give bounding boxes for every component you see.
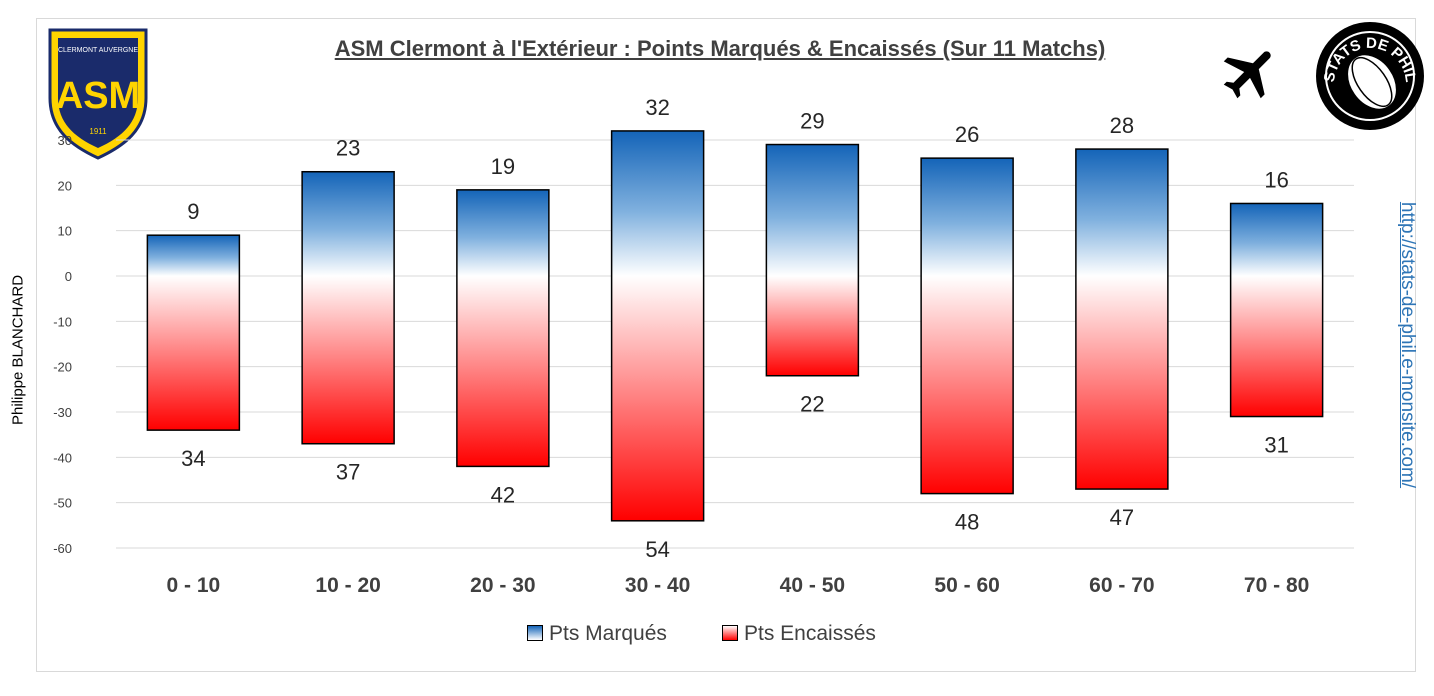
data-label-encaisses: 31 bbox=[1264, 433, 1288, 458]
y-tick-label: -30 bbox=[53, 405, 72, 420]
author-name: Philippe BLANCHARD bbox=[9, 274, 27, 426]
bar-outline bbox=[1075, 148, 1169, 490]
y-tick-label: -20 bbox=[53, 360, 72, 375]
asm-logo-top-text: CLERMONT AUVERGNE bbox=[58, 47, 138, 54]
y-tick-label: 30 bbox=[58, 133, 72, 148]
y-tick-label: -10 bbox=[53, 314, 72, 329]
chart-title: ASM Clermont à l'Extérieur : Points Marq… bbox=[334, 36, 1106, 61]
x-tick-label: 70 - 80 bbox=[1244, 574, 1309, 597]
bar-outline bbox=[765, 143, 860, 377]
bar-outline bbox=[301, 170, 395, 445]
data-label-encaisses: 48 bbox=[955, 510, 979, 535]
bar-marques bbox=[1230, 203, 1323, 276]
bar-encaisses bbox=[766, 276, 859, 376]
legend-item-marques: Pts Marqués bbox=[527, 622, 667, 646]
stats-de-phil-logo: STATS DE PHIL bbox=[1314, 20, 1426, 137]
legend-label-encaisses: Pts Encaissés bbox=[744, 622, 876, 645]
data-label-marques: 29 bbox=[800, 109, 824, 134]
bar-outline bbox=[146, 234, 241, 431]
x-tick-label: 20 - 30 bbox=[470, 574, 535, 597]
bar-marques bbox=[921, 158, 1014, 276]
legend-swatch-encaisses bbox=[722, 624, 738, 641]
bar-encaisses bbox=[611, 276, 704, 521]
data-label-marques: 32 bbox=[645, 95, 669, 120]
bar-marques bbox=[1075, 149, 1168, 276]
data-label-encaisses: 54 bbox=[645, 537, 669, 562]
y-tick-label: -60 bbox=[53, 541, 72, 556]
bar-marques bbox=[147, 235, 240, 276]
data-label-marques: 26 bbox=[955, 122, 979, 147]
data-label-marques: 23 bbox=[336, 136, 360, 161]
bar-encaisses bbox=[1230, 276, 1323, 417]
bar-outline bbox=[610, 130, 705, 522]
data-label-encaisses: 37 bbox=[336, 460, 360, 485]
y-tick-label: 10 bbox=[58, 224, 72, 239]
bar-marques bbox=[766, 144, 859, 276]
data-label-marques: 19 bbox=[491, 154, 515, 179]
x-tick-label: 10 - 20 bbox=[315, 574, 380, 597]
site-url-link[interactable]: http://stats-de-phil.e-monsite.com/ bbox=[1397, 201, 1418, 489]
x-tick-label: 30 - 40 bbox=[625, 574, 690, 597]
legend-swatch-marques bbox=[527, 624, 543, 641]
x-tick-label: 50 - 60 bbox=[934, 574, 999, 597]
asm-clermont-logo: CLERMONT AUVERGNE ASM 1911 bbox=[46, 26, 150, 165]
bar-encaisses bbox=[147, 276, 240, 431]
y-tick-label: -40 bbox=[53, 450, 72, 465]
data-label-encaisses: 34 bbox=[181, 446, 205, 471]
data-label-encaisses: 42 bbox=[491, 482, 515, 507]
bar-outline bbox=[1229, 202, 1324, 418]
bar-marques bbox=[456, 189, 549, 276]
x-tick-label: 60 - 70 bbox=[1089, 574, 1154, 597]
x-tick-label: 0 - 10 bbox=[167, 574, 221, 597]
asm-logo-mark: ASM bbox=[56, 75, 140, 117]
bar-outline bbox=[920, 157, 1014, 495]
bar-encaisses bbox=[456, 276, 549, 467]
data-label-encaisses: 22 bbox=[800, 392, 824, 417]
legend-label-marques: Pts Marqués bbox=[549, 622, 667, 645]
legend-item-encaisses: Pts Encaissés bbox=[722, 622, 876, 646]
data-label-marques: 28 bbox=[1110, 113, 1134, 138]
bar-encaisses bbox=[921, 276, 1014, 494]
asm-logo-year: 1911 bbox=[89, 127, 107, 136]
airplane-icon bbox=[1218, 40, 1284, 111]
y-tick-label: 0 bbox=[65, 269, 72, 284]
data-label-marques: 16 bbox=[1264, 167, 1288, 192]
y-tick-label: -50 bbox=[53, 496, 72, 511]
y-tick-label: 20 bbox=[58, 178, 72, 193]
data-label-encaisses: 47 bbox=[1110, 505, 1134, 530]
chart-frame bbox=[36, 18, 1416, 672]
bar-marques bbox=[302, 171, 395, 276]
bar-outline bbox=[456, 189, 550, 468]
bar-encaisses bbox=[1075, 276, 1168, 490]
bar-marques bbox=[611, 130, 704, 276]
bar-encaisses bbox=[302, 276, 395, 444]
x-tick-label: 40 - 50 bbox=[780, 574, 845, 597]
data-label-marques: 9 bbox=[187, 199, 199, 224]
